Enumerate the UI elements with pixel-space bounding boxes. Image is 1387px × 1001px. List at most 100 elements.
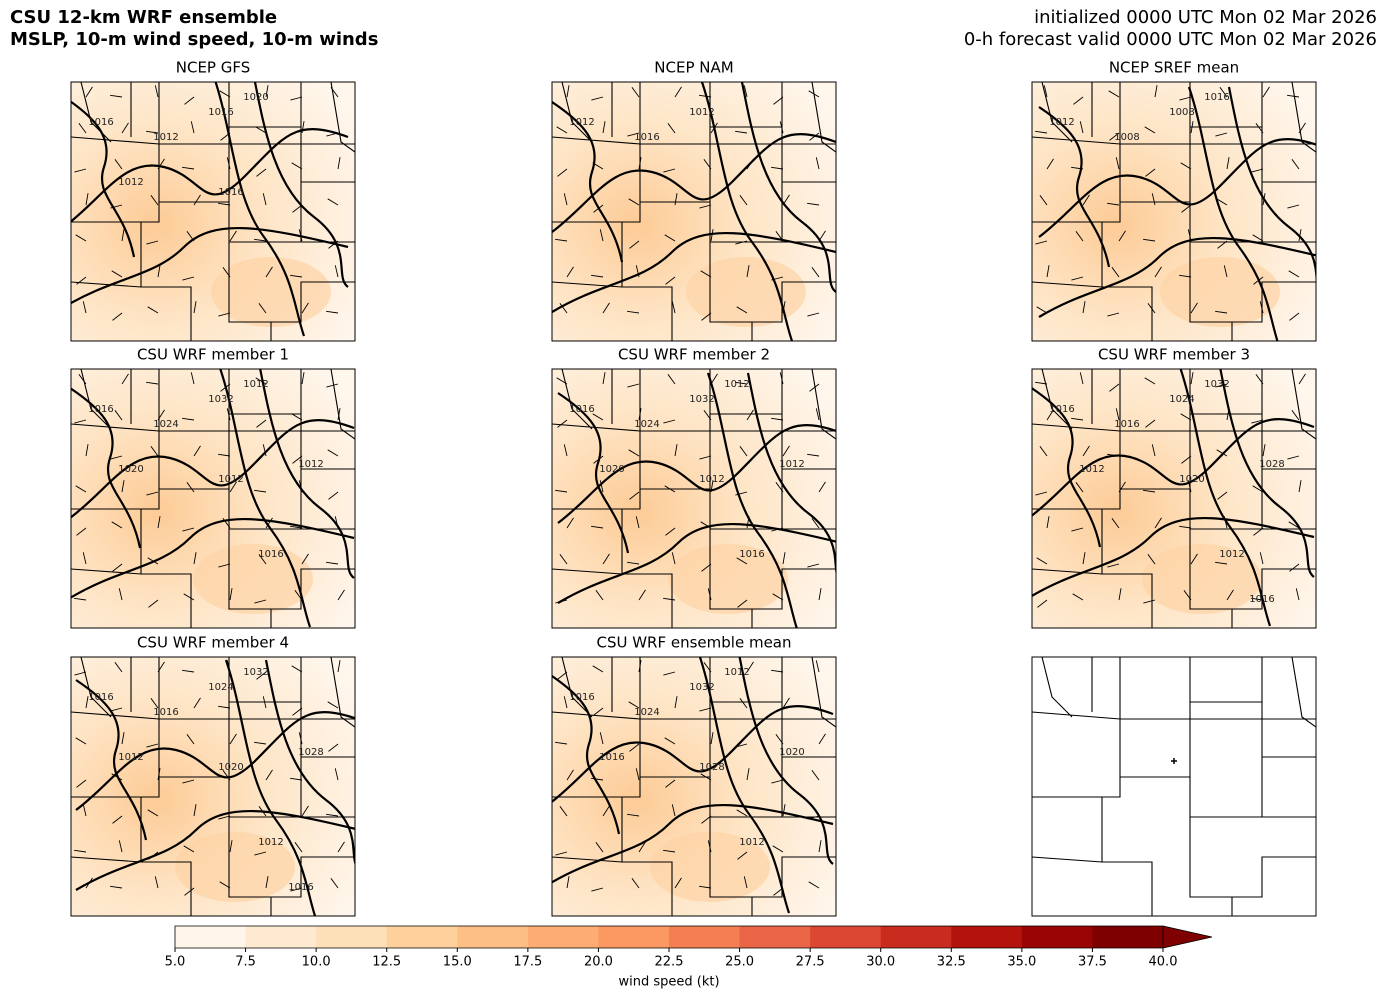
wind-barb xyxy=(638,157,642,170)
isobar xyxy=(740,82,836,293)
wind-barb xyxy=(782,445,790,457)
isobar-label: 1012 xyxy=(689,107,714,118)
panel-title: CSU WRF member 4 xyxy=(137,634,289,652)
wind-barb xyxy=(671,804,676,817)
wind-barb xyxy=(1035,240,1048,245)
isobar xyxy=(557,424,836,524)
colorbar-tick-label: 25.0 xyxy=(725,955,754,970)
wind-barb xyxy=(111,521,123,529)
wind-barb xyxy=(555,489,568,493)
isobar-label: 1012 xyxy=(243,379,268,390)
wind-barb xyxy=(110,707,123,712)
isobar-label: 1028 xyxy=(298,747,323,758)
wind-barb xyxy=(735,381,748,385)
isobar-label: 1032 xyxy=(689,682,714,693)
wind-barb xyxy=(1151,444,1156,457)
wind-barb xyxy=(157,158,165,170)
wind-barb xyxy=(118,840,123,853)
wind-barb xyxy=(1216,449,1228,457)
wind-barb xyxy=(591,525,604,529)
wind-barb xyxy=(663,168,676,173)
wind-barb xyxy=(110,455,123,460)
wind-barb xyxy=(301,302,309,314)
wind-barb xyxy=(337,589,345,601)
wind-barb xyxy=(743,85,748,98)
wind-barb xyxy=(1073,96,1084,105)
wind-barb xyxy=(301,372,305,385)
wind-barb xyxy=(809,132,820,141)
wind-barb xyxy=(663,419,676,424)
isobar xyxy=(1038,138,1316,238)
wind-barb xyxy=(737,851,748,860)
wind-barb xyxy=(1215,310,1228,314)
wind-barb xyxy=(775,482,784,493)
wind-barb xyxy=(559,806,568,817)
wind-barb xyxy=(1035,130,1048,134)
wind-barb xyxy=(74,671,87,676)
wind-barb xyxy=(74,419,87,424)
init-time: initialized 0000 UTC Mon 02 Mar 2026 xyxy=(1034,7,1377,28)
wind-barb xyxy=(735,491,748,496)
wind-barb xyxy=(78,123,87,134)
wind-barb xyxy=(663,849,676,853)
wind-barb xyxy=(599,480,604,493)
wind-barb xyxy=(1075,482,1084,493)
wind-barb xyxy=(739,195,748,206)
wind-barb xyxy=(1190,372,1194,385)
wind-barb xyxy=(710,229,714,242)
wind-barb xyxy=(773,96,784,105)
wind-barb xyxy=(229,588,233,601)
isobar-label: 1012 xyxy=(1079,464,1104,475)
wind-barb xyxy=(627,310,640,314)
wind-barb xyxy=(82,804,87,817)
wind-barb xyxy=(111,270,123,278)
isobar xyxy=(698,657,791,914)
isobar-label: 1024 xyxy=(634,707,659,718)
map-frame xyxy=(1031,81,1317,342)
wind-barb xyxy=(1144,377,1156,385)
wind-barb xyxy=(1181,455,1192,464)
map-content: 1016 1024 1032 1012 1020 1012 1012 1016 xyxy=(552,369,836,628)
wind-barb xyxy=(1183,590,1192,601)
wind-barb xyxy=(635,265,640,278)
wind-barb xyxy=(667,374,676,385)
wind-barb xyxy=(75,737,87,745)
isobar-label: 1016 xyxy=(599,752,624,763)
wind-barb xyxy=(599,732,604,745)
isobar xyxy=(1227,86,1316,284)
wind-barb xyxy=(1223,516,1228,529)
wind-barb xyxy=(226,408,231,421)
wind-barb xyxy=(1039,446,1048,457)
wind-barb xyxy=(771,276,784,281)
wind-barb xyxy=(146,743,159,748)
colorbar-bin xyxy=(810,926,882,948)
isobar xyxy=(552,101,624,263)
wind-barb xyxy=(775,734,784,745)
wind-barb xyxy=(110,204,123,209)
wind-barb xyxy=(82,552,87,565)
wind-barb xyxy=(1179,525,1192,529)
wind-barb xyxy=(707,588,712,601)
colorbar-bin xyxy=(245,926,317,948)
wind-barb xyxy=(326,383,339,388)
colorbar-bin xyxy=(316,926,388,948)
wind-barb xyxy=(121,229,125,242)
wind-barb xyxy=(700,270,712,278)
wind-barb xyxy=(1082,445,1090,457)
wind-barb xyxy=(703,662,712,673)
wind-barb xyxy=(298,732,303,745)
wind-barb xyxy=(146,491,159,496)
map-content: 1016 1016 1024 1032 1012 1020 1028 1012 1016 xyxy=(1032,369,1316,628)
isobar xyxy=(71,100,136,258)
wind-barb xyxy=(665,527,676,536)
wind-barb xyxy=(154,85,159,98)
wind-barb xyxy=(290,96,303,101)
isobar xyxy=(557,392,630,554)
wind-barb xyxy=(809,383,820,392)
wind-barb xyxy=(226,157,231,170)
wind-speed-patch xyxy=(175,832,295,902)
wind-barb xyxy=(638,841,646,853)
wind-barb xyxy=(157,409,165,421)
isobar-label: 1016 xyxy=(88,404,113,415)
wind-barb xyxy=(298,229,303,242)
